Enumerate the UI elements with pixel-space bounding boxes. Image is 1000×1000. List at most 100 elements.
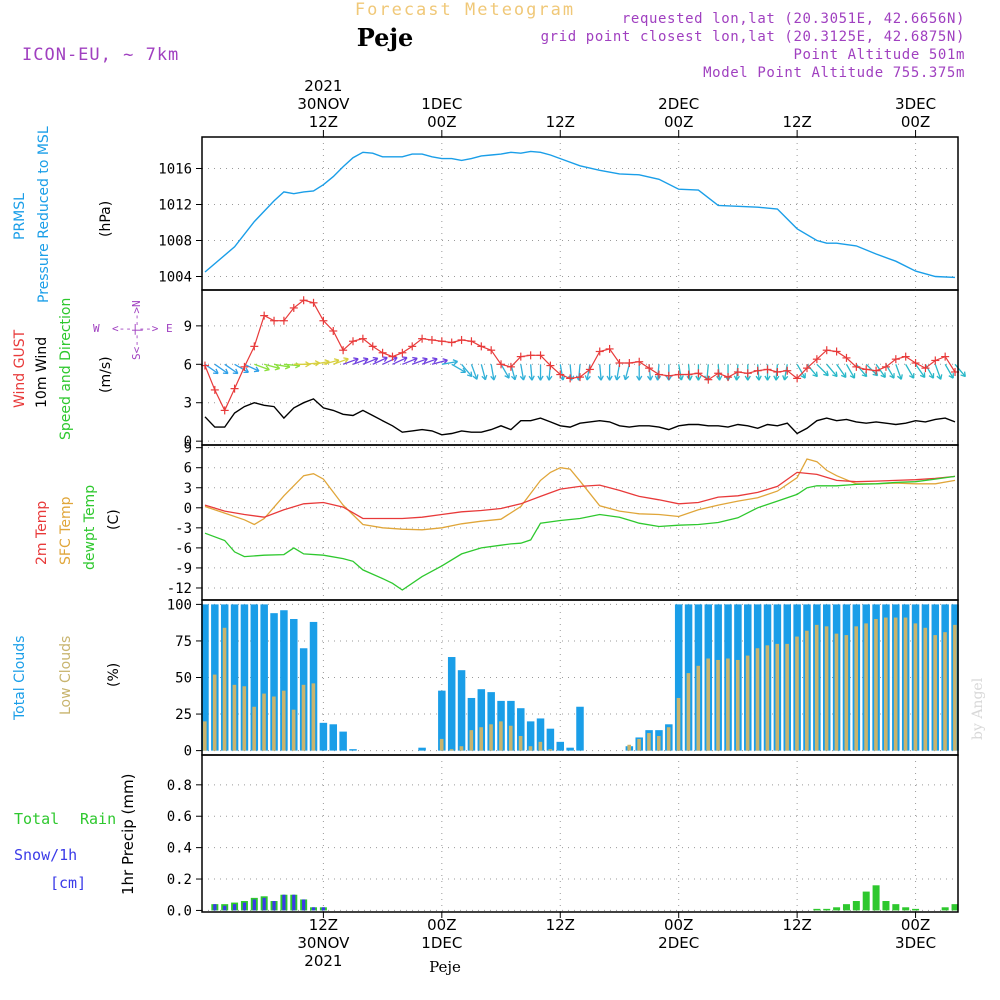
low-cloud-bar	[854, 626, 858, 751]
low-cloud-bar	[666, 727, 671, 751]
temp-unit: (C)	[106, 509, 122, 530]
ytick-label: 1012	[158, 198, 192, 214]
pressure-unit: (hPa)	[98, 201, 114, 237]
bottom-hour-label: 12Z	[546, 916, 575, 934]
compass-rose: W<--|-->ES<--|-->NSN	[93, 300, 173, 360]
low-cloud-bar	[943, 632, 947, 751]
gust-marker	[566, 374, 575, 383]
low-cloud-bar	[548, 749, 553, 751]
gust-marker	[911, 359, 920, 368]
snow-bar	[242, 902, 247, 911]
ytick-label: 0.6	[167, 809, 192, 825]
gust-marker	[862, 365, 871, 374]
low-cloud-bar	[735, 659, 740, 751]
wind-arrow	[597, 364, 604, 381]
gust-marker	[437, 337, 446, 346]
ytick-label: 6	[184, 461, 192, 477]
gust-marker	[704, 375, 713, 384]
snow-bar	[302, 899, 306, 911]
low-cloud-bar	[844, 635, 849, 751]
snow-bar	[321, 907, 325, 911]
ytick-label: 0	[184, 744, 192, 760]
ytick-label: 25	[175, 707, 192, 723]
gust-marker	[763, 365, 772, 374]
gust-marker	[368, 342, 377, 351]
low-cloud-bar	[242, 686, 247, 751]
low-cloud-bar	[775, 643, 780, 751]
gust-marker	[793, 374, 802, 383]
panel-frame	[201, 754, 959, 913]
gust-marker	[773, 367, 782, 376]
wind-arrow	[895, 364, 903, 380]
snow-bar	[262, 897, 266, 911]
total-cloud-bar	[526, 721, 535, 751]
point-altitude: Point Altitude 501m	[793, 47, 965, 63]
gust-marker	[724, 373, 733, 382]
top-date-label: 1DEC	[421, 95, 462, 113]
ytick-label: 0	[184, 434, 192, 450]
wind-direction-label: Speed and Direction	[58, 298, 74, 440]
total-cloud-bar	[556, 741, 565, 751]
wind-arrow	[411, 357, 428, 365]
compass-ew-arrow: <--|-->	[112, 322, 159, 335]
gust-marker	[497, 360, 506, 369]
wind-gust-line	[204, 299, 956, 412]
gust-marker	[645, 364, 654, 373]
total-cloud-bar	[418, 747, 426, 751]
low-cloud-bar	[272, 696, 276, 751]
gust-marker	[230, 384, 239, 393]
gust-marker	[595, 347, 604, 356]
low-cloud-bar	[291, 709, 296, 751]
wind-arrow	[636, 364, 643, 381]
gust-marker	[457, 335, 466, 344]
location-title: Peje	[357, 23, 414, 52]
snow-bar	[272, 901, 276, 911]
gust-marker	[309, 298, 318, 307]
wind-arrow	[490, 364, 497, 381]
wind-arrow	[816, 363, 829, 377]
total-cloud-bar	[447, 657, 456, 751]
snow-bar	[223, 905, 227, 911]
low-cloud-bar	[489, 724, 493, 751]
precip-total-label: Total	[14, 810, 59, 828]
low-cloud-bar	[765, 645, 770, 751]
snow-bar	[311, 907, 316, 911]
gust-marker	[260, 311, 269, 320]
gust-marker	[339, 346, 348, 355]
gust-marker	[299, 296, 308, 305]
wind-arrow	[796, 363, 806, 379]
low-cloud-bar	[874, 619, 878, 751]
low-cloud-bar	[657, 735, 661, 751]
gust-marker	[585, 365, 594, 374]
low-cloud-bar	[903, 617, 908, 751]
bottom-hour-label: 00Z	[427, 916, 456, 934]
total-cloud-bar	[290, 619, 298, 751]
wind-arrow	[451, 363, 467, 374]
total-cloud-bar	[250, 604, 259, 751]
wind-arrow	[623, 364, 630, 381]
low-cloud-bar	[864, 623, 868, 751]
low-cloud-bar	[805, 630, 809, 751]
panel-frame	[201, 444, 959, 601]
precip-rain-label: Rain	[80, 810, 116, 828]
wind-arrow	[905, 363, 915, 379]
gust-marker	[694, 369, 703, 378]
gust-marker	[931, 356, 940, 365]
wind-arrow	[855, 363, 868, 378]
total-cloud-bar	[349, 749, 357, 751]
meteogram-title: Forecast Meteogram	[355, 0, 575, 20]
wind-arrow	[342, 357, 359, 365]
ytick-label: 9	[184, 441, 192, 457]
rain-bar	[941, 907, 949, 911]
wind-arrow	[755, 364, 762, 381]
sfc-temp-line	[204, 458, 956, 531]
low-cloud-bar	[716, 659, 720, 751]
gust-marker	[812, 355, 821, 364]
low-cloud-bar	[795, 636, 799, 751]
low-cloud-bar	[755, 648, 760, 751]
wind-arrow	[915, 363, 926, 378]
gust-marker	[506, 362, 515, 371]
low-cloud-bar	[913, 623, 918, 751]
wind-arrow	[716, 364, 723, 381]
